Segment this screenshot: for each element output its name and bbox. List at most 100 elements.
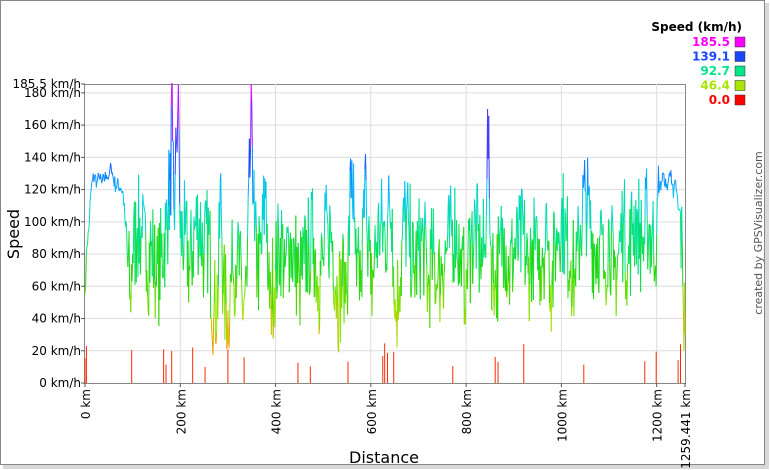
- speed-segment: [277, 203, 280, 228]
- speed-segment: [201, 222, 204, 254]
- speed-segment: [681, 206, 683, 243]
- speed-segment: [166, 199, 168, 219]
- y-tick-label: 100 km/h: [24, 215, 81, 229]
- speed-segment: [208, 219, 210, 235]
- speed-segment: [441, 263, 444, 286]
- speed-segment: [673, 182, 676, 189]
- speed-segment: [347, 232, 349, 315]
- speed-segment: [407, 218, 410, 229]
- speed-segment: [284, 258, 287, 267]
- speed-segment: [258, 216, 261, 228]
- speed-segment: [116, 182, 118, 189]
- speed-segment: [185, 201, 187, 225]
- speed-segment: [414, 261, 416, 298]
- speed-segment: [94, 174, 97, 177]
- speed-segment: [110, 163, 112, 168]
- speed-segment: [147, 294, 149, 311]
- credit-text: created by GPSVisualizer.com: [752, 151, 765, 314]
- speed-segment: [287, 226, 290, 240]
- speed-segment: [301, 227, 304, 280]
- legend-label: 139.1: [692, 50, 730, 64]
- speed-segment: [204, 202, 206, 216]
- speed-segment: [472, 258, 474, 284]
- speed-segment: [141, 194, 144, 238]
- speed-segment: [607, 219, 609, 287]
- speed-segment: [432, 208, 435, 255]
- speed-segment: [484, 243, 486, 248]
- speed-segment: [602, 224, 605, 279]
- speed-segment: [200, 202, 202, 256]
- speed-segment: [437, 275, 439, 287]
- speed-segment: [448, 204, 451, 248]
- speed-segment: [531, 239, 533, 302]
- speed-segment: [317, 286, 320, 335]
- speed-segment: [531, 239, 534, 242]
- speed-series: [84, 82, 686, 355]
- speed-segment: [229, 273, 232, 280]
- speed-segment: [102, 174, 105, 180]
- speed-segment: [246, 237, 249, 287]
- x-tick-label: 800 km: [460, 389, 474, 434]
- speed-segment: [605, 293, 608, 306]
- speed-segment: [420, 228, 423, 242]
- speed-segment: [332, 291, 335, 305]
- speed-segment: [388, 175, 390, 199]
- speed-segment: [682, 286, 684, 313]
- speed-segment: [345, 262, 347, 295]
- speed-segment: [98, 174, 100, 179]
- speed-segment: [425, 247, 428, 267]
- speed-segment: [381, 178, 383, 223]
- x-axis-title: Distance: [349, 448, 419, 467]
- speed-segment: [411, 221, 414, 279]
- speed-segment: [564, 208, 567, 217]
- speed-segment: [213, 302, 215, 319]
- speed-segment: [309, 291, 311, 296]
- speed-segment: [492, 232, 495, 284]
- speed-segment: [361, 208, 363, 297]
- speed-segment: [672, 188, 675, 198]
- y-tick-label: 40 km/h: [32, 312, 81, 326]
- speed-segment: [244, 285, 246, 297]
- speed-segment: [292, 238, 294, 282]
- speed-segment: [668, 173, 670, 180]
- speed-segment: [245, 266, 247, 271]
- speed-segment: [501, 218, 504, 239]
- speed-segment: [87, 229, 90, 232]
- speed-segment: [184, 224, 187, 235]
- speed-segment: [181, 211, 184, 246]
- speed-segment: [412, 221, 414, 224]
- speed-segment: [212, 318, 215, 355]
- speed-segment: [644, 177, 646, 245]
- speed-segment: [593, 243, 596, 248]
- speed-segment: [376, 213, 379, 268]
- speed-segment: [220, 215, 223, 244]
- speed-segment: [146, 270, 149, 295]
- speed-segment: [233, 285, 235, 318]
- speed-segment: [329, 205, 331, 217]
- speed-segment: [611, 205, 614, 222]
- speed-segment: [174, 174, 176, 230]
- speed-segment: [252, 202, 254, 205]
- speed-segment: [460, 247, 463, 287]
- speed-segment: [576, 238, 578, 252]
- speed-segment: [247, 196, 249, 238]
- x-tick-label: 1200 km: [651, 389, 665, 442]
- speed-segment: [229, 273, 231, 322]
- speed-segment: [683, 282, 686, 335]
- speed-segment: [679, 209, 681, 214]
- speed-segment: [238, 235, 241, 276]
- speed-segment: [203, 215, 206, 255]
- speed-segment: [176, 114, 179, 153]
- speed-segment: [348, 170, 351, 256]
- speed-segment: [307, 197, 310, 246]
- speed-segment: [629, 200, 632, 296]
- speed-segment: [313, 253, 316, 298]
- speed-segment: [571, 269, 574, 306]
- speed-segment: [152, 209, 154, 288]
- speed-segment: [601, 230, 603, 236]
- speed-segment: [616, 254, 619, 264]
- speed-segment: [552, 211, 555, 308]
- speed-segment: [584, 160, 586, 192]
- speed-segment: [309, 269, 312, 292]
